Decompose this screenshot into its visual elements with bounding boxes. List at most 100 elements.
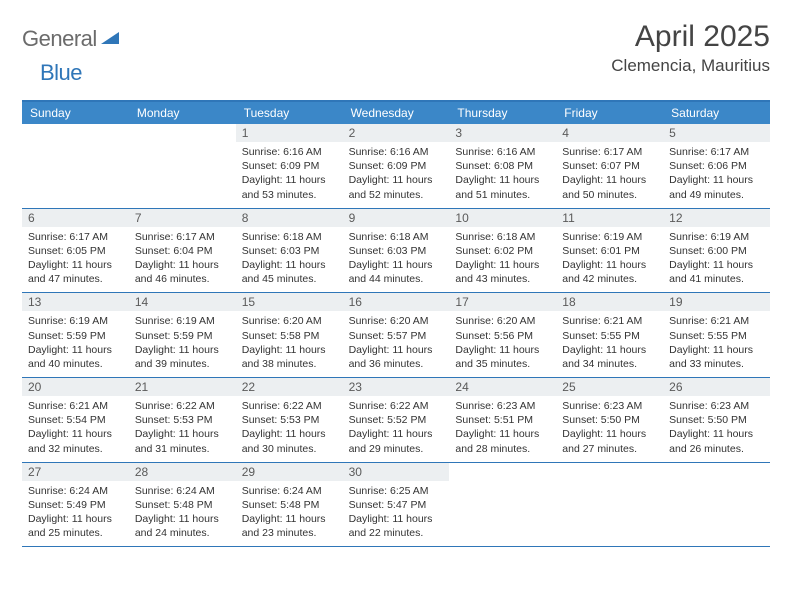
weekday-wednesday: Wednesday xyxy=(343,102,450,124)
sunrise-line: Sunrise: 6:19 AM xyxy=(562,230,657,244)
daylight-line: Daylight: 11 hours and 50 minutes. xyxy=(562,173,657,201)
sunset-line: Sunset: 6:08 PM xyxy=(455,159,550,173)
weekday-sunday: Sunday xyxy=(22,102,129,124)
daylight-line: Daylight: 11 hours and 26 minutes. xyxy=(669,427,764,455)
sunset-line: Sunset: 5:49 PM xyxy=(28,498,123,512)
daylight-line: Daylight: 11 hours and 46 minutes. xyxy=(135,258,230,286)
sunset-line: Sunset: 6:04 PM xyxy=(135,244,230,258)
day-cell: 28Sunrise: 6:24 AMSunset: 5:48 PMDayligh… xyxy=(129,463,236,547)
day-cell: 6 Sunrise: 6:17 AMSunset: 6:05 PMDaylight… xyxy=(22,209,129,293)
sunset-line: Sunset: 6:00 PM xyxy=(669,244,764,258)
day-cell: 21Sunrise: 6:22 AMSunset: 5:53 PMDayligh… xyxy=(129,378,236,462)
day-body: Sunrise: 6:21 AMSunset: 5:55 PMDaylight:… xyxy=(556,311,663,377)
day-body: Sunrise: 6:19 AMSunset: 5:59 PMDaylight:… xyxy=(22,311,129,377)
sunrise-line: Sunrise: 6:16 AM xyxy=(349,145,444,159)
sunrise-line: Sunrise: 6:22 AM xyxy=(135,399,230,413)
sunset-line: Sunset: 5:50 PM xyxy=(562,413,657,427)
day-body: Sunrise: 6:23 AMSunset: 5:50 PMDaylight:… xyxy=(663,396,770,462)
day-number: 13 xyxy=(22,293,129,311)
sunset-line: Sunset: 6:09 PM xyxy=(242,159,337,173)
day-cell-empty xyxy=(22,124,129,208)
day-body: Sunrise: 6:18 AMSunset: 6:02 PMDaylight:… xyxy=(449,227,556,293)
day-number: 9 xyxy=(343,209,450,227)
week-row: 20Sunrise: 6:21 AMSunset: 5:54 PMDayligh… xyxy=(22,378,770,463)
day-cell: 8Sunrise: 6:18 AMSunset: 6:03 PMDaylight… xyxy=(236,209,343,293)
sunset-line: Sunset: 5:47 PM xyxy=(349,498,444,512)
day-number: 6 xyxy=(22,209,129,227)
day-number: 17 xyxy=(449,293,556,311)
day-cell: 7Sunrise: 6:17 AMSunset: 6:04 PMDaylight… xyxy=(129,209,236,293)
week-row: 6Sunrise: 6:17 AMSunset: 6:05 PMDaylight… xyxy=(22,209,770,294)
weekday-friday: Friday xyxy=(556,102,663,124)
day-cell: 15Sunrise: 6:20 AMSunset: 5:58 PMDayligh… xyxy=(236,293,343,377)
sunrise-line: Sunrise: 6:19 AM xyxy=(135,314,230,328)
day-body: Sunrise: 6:17 AMSunset: 6:07 PMDaylight:… xyxy=(556,142,663,208)
daylight-line: Daylight: 11 hours and 47 minutes. xyxy=(28,258,123,286)
day-body: Sunrise: 6:25 AMSunset: 5:47 PMDaylight:… xyxy=(343,481,450,547)
sunset-line: Sunset: 5:55 PM xyxy=(562,329,657,343)
sunset-line: Sunset: 5:58 PM xyxy=(242,329,337,343)
day-cell: 4Sunrise: 6:17 AMSunset: 6:07 PMDaylight… xyxy=(556,124,663,208)
logo-text-blue: Blue xyxy=(40,60,82,86)
daylight-line: Daylight: 11 hours and 31 minutes. xyxy=(135,427,230,455)
sunrise-line: Sunrise: 6:17 AM xyxy=(28,230,123,244)
sunset-line: Sunset: 5:53 PM xyxy=(242,413,337,427)
sunrise-line: Sunrise: 6:20 AM xyxy=(242,314,337,328)
daylight-line: Daylight: 11 hours and 36 minutes. xyxy=(349,343,444,371)
daylight-line: Daylight: 11 hours and 35 minutes. xyxy=(455,343,550,371)
day-number: 24 xyxy=(449,378,556,396)
daylight-line: Daylight: 11 hours and 25 minutes. xyxy=(28,512,123,540)
daylight-line: Daylight: 11 hours and 52 minutes. xyxy=(349,173,444,201)
day-number: 2 xyxy=(343,124,450,142)
day-cell: 17Sunrise: 6:20 AMSunset: 5:56 PMDayligh… xyxy=(449,293,556,377)
day-cell: 16Sunrise: 6:20 AMSunset: 5:57 PMDayligh… xyxy=(343,293,450,377)
sunset-line: Sunset: 5:53 PM xyxy=(135,413,230,427)
day-cell: 26Sunrise: 6:23 AMSunset: 5:50 PMDayligh… xyxy=(663,378,770,462)
day-cell: 22Sunrise: 6:22 AMSunset: 5:53 PMDayligh… xyxy=(236,378,343,462)
day-number: 11 xyxy=(556,209,663,227)
sunrise-line: Sunrise: 6:24 AM xyxy=(28,484,123,498)
month-title: April 2025 xyxy=(611,20,770,54)
daylight-line: Daylight: 11 hours and 43 minutes. xyxy=(455,258,550,286)
sunset-line: Sunset: 6:03 PM xyxy=(242,244,337,258)
day-cell-empty xyxy=(663,463,770,547)
sunset-line: Sunset: 5:50 PM xyxy=(669,413,764,427)
day-number: 16 xyxy=(343,293,450,311)
daylight-line: Daylight: 11 hours and 23 minutes. xyxy=(242,512,337,540)
daylight-line: Daylight: 11 hours and 32 minutes. xyxy=(28,427,123,455)
logo-text-gray: General xyxy=(22,26,97,52)
day-body: Sunrise: 6:22 AMSunset: 5:52 PMDaylight:… xyxy=(343,396,450,462)
daylight-line: Daylight: 11 hours and 40 minutes. xyxy=(28,343,123,371)
day-cell: 12Sunrise: 6:19 AMSunset: 6:00 PMDayligh… xyxy=(663,209,770,293)
sunrise-line: Sunrise: 6:17 AM xyxy=(135,230,230,244)
sunset-line: Sunset: 6:05 PM xyxy=(28,244,123,258)
day-number: 1 xyxy=(236,124,343,142)
day-body: Sunrise: 6:17 AMSunset: 6:06 PMDaylight:… xyxy=(663,142,770,208)
day-cell: 2Sunrise: 6:16 AMSunset: 6:09 PMDaylight… xyxy=(343,124,450,208)
sunrise-line: Sunrise: 6:21 AM xyxy=(669,314,764,328)
daylight-line: Daylight: 11 hours and 33 minutes. xyxy=(669,343,764,371)
day-body: Sunrise: 6:21 AMSunset: 5:55 PMDaylight:… xyxy=(663,311,770,377)
daylight-line: Daylight: 11 hours and 53 minutes. xyxy=(242,173,337,201)
daylight-line: Daylight: 11 hours and 45 minutes. xyxy=(242,258,337,286)
sunset-line: Sunset: 5:51 PM xyxy=(455,413,550,427)
daylight-line: Daylight: 11 hours and 49 minutes. xyxy=(669,173,764,201)
day-body: Sunrise: 6:23 AMSunset: 5:50 PMDaylight:… xyxy=(556,396,663,462)
daylight-line: Daylight: 11 hours and 22 minutes. xyxy=(349,512,444,540)
daylight-line: Daylight: 11 hours and 34 minutes. xyxy=(562,343,657,371)
day-body: Sunrise: 6:18 AMSunset: 6:03 PMDaylight:… xyxy=(343,227,450,293)
page: General April 2025 Clemencia, Mauritius … xyxy=(0,0,792,567)
day-body: Sunrise: 6:16 AMSunset: 6:09 PMDaylight:… xyxy=(236,142,343,208)
sunrise-line: Sunrise: 6:18 AM xyxy=(242,230,337,244)
day-number: 14 xyxy=(129,293,236,311)
sunset-line: Sunset: 6:03 PM xyxy=(349,244,444,258)
day-body: Sunrise: 6:24 AMSunset: 5:48 PMDaylight:… xyxy=(236,481,343,547)
sunrise-line: Sunrise: 6:21 AM xyxy=(562,314,657,328)
day-body: Sunrise: 6:22 AMSunset: 5:53 PMDaylight:… xyxy=(129,396,236,462)
sunrise-line: Sunrise: 6:16 AM xyxy=(242,145,337,159)
sunrise-line: Sunrise: 6:24 AM xyxy=(242,484,337,498)
sunset-line: Sunset: 5:56 PM xyxy=(455,329,550,343)
day-cell-empty xyxy=(556,463,663,547)
daylight-line: Daylight: 11 hours and 39 minutes. xyxy=(135,343,230,371)
day-body: Sunrise: 6:22 AMSunset: 5:53 PMDaylight:… xyxy=(236,396,343,462)
